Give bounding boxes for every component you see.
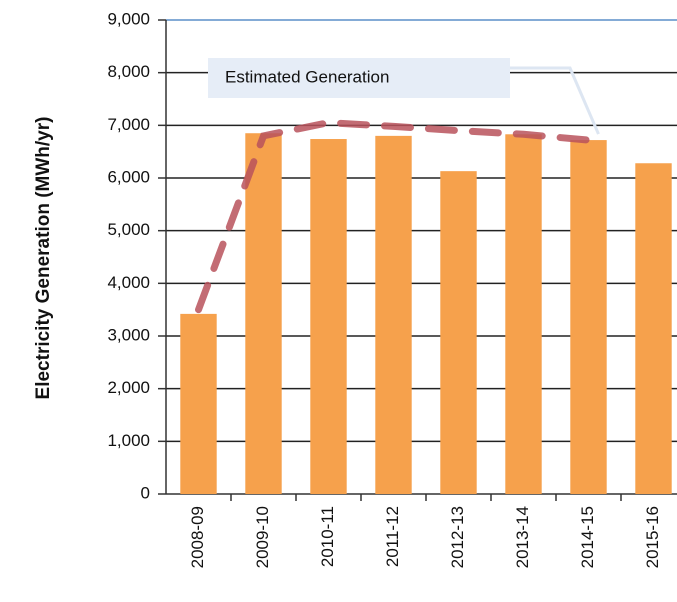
bar <box>440 171 477 495</box>
y-tick-label: 5,000 <box>107 220 150 239</box>
x-tick-label: 2012-13 <box>448 506 467 568</box>
bar <box>180 313 217 494</box>
x-tick-label: 2011-12 <box>383 506 402 567</box>
legend-label: Estimated Generation <box>225 67 389 86</box>
x-tick-label: 2013-14 <box>513 506 532 568</box>
annotation-box <box>208 58 510 98</box>
bar <box>245 133 282 494</box>
x-tick-label: 2008-09 <box>188 506 207 568</box>
y-tick-label: 6,000 <box>107 167 150 186</box>
x-tick-label: 2009-10 <box>253 506 272 568</box>
y-tick-label: 4,000 <box>107 273 150 292</box>
y-axis-title: Electricity Generation (MWh/yr) <box>33 117 54 400</box>
bar <box>570 140 607 494</box>
estimate-line <box>195 119 592 314</box>
y-tick-label: 0 <box>141 483 150 502</box>
y-tick-label: 3,000 <box>107 325 150 344</box>
callout-line <box>510 66 600 135</box>
bar <box>505 134 542 494</box>
bar <box>635 163 672 494</box>
y-tick-label: 7,000 <box>107 115 150 134</box>
y-tick-label: 1,000 <box>107 431 150 450</box>
x-tick-label: 2010-11 <box>318 506 337 567</box>
x-tick-label: 2014-15 <box>578 506 597 568</box>
y-tick-label: 8,000 <box>107 62 150 81</box>
x-tick-label: 2015-16 <box>643 506 662 568</box>
bar <box>310 139 347 494</box>
bar <box>375 135 412 494</box>
y-tick-label: 2,000 <box>107 378 150 397</box>
y-tick-label: 9,000 <box>107 9 150 28</box>
